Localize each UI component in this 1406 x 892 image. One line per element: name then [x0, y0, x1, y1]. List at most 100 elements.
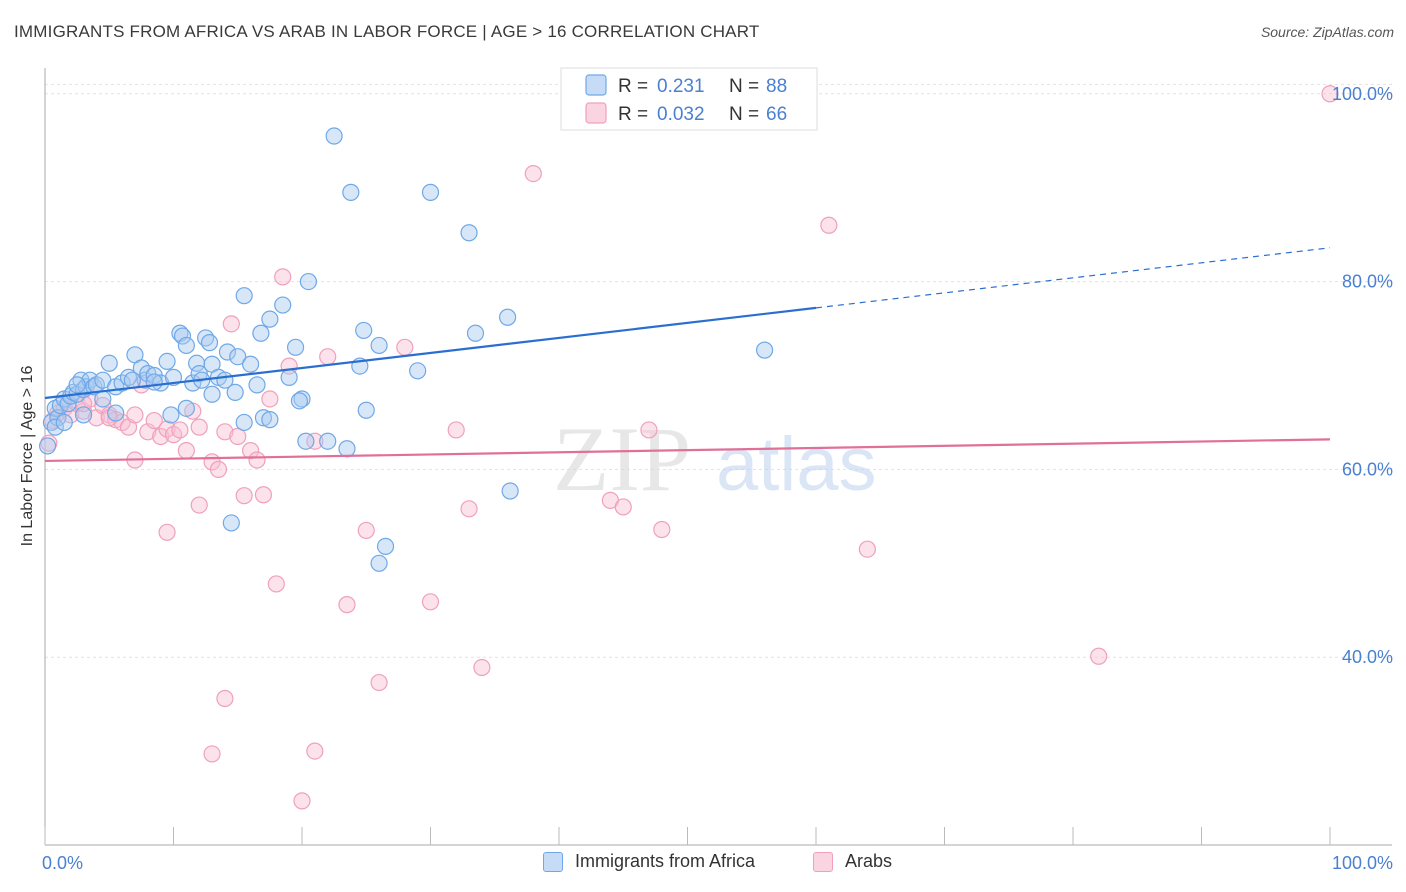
trend-lines	[44, 247, 1331, 463]
africa-point	[107, 404, 125, 422]
bottom-legend-label-africa: Immigrants from Africa	[575, 851, 756, 871]
arabs-point	[274, 268, 292, 286]
arabs-point	[614, 498, 632, 516]
africa-point	[261, 411, 279, 429]
arabs-point	[177, 442, 195, 460]
africa-point	[164, 368, 183, 386]
africa-point	[68, 376, 86, 394]
africa-point	[55, 413, 73, 432]
africa-point	[218, 343, 237, 361]
arabs-point	[190, 418, 208, 436]
y-tick-label: 40.0%	[1342, 647, 1393, 667]
arabs-point	[209, 460, 228, 478]
arabs-point	[524, 164, 542, 183]
arabs-point	[447, 421, 465, 439]
arabs-point	[640, 421, 658, 439]
watermark-zip: ZIP	[553, 408, 691, 510]
chart-title: IMMIGRANTS FROM AFRICA VS ARAB IN LABOR …	[14, 22, 760, 41]
africa-point	[286, 338, 305, 356]
arabs-point	[357, 521, 375, 540]
bottom-legend-item-africa[interactable]: Immigrants from Africa	[543, 851, 755, 872]
arabs-point	[370, 673, 388, 692]
bottom-legend-item-arabs[interactable]: Arabs	[813, 851, 892, 872]
arabs-trend-line	[44, 438, 1331, 463]
legend-box: R = 0.231 N = 88 R = 0.032 N = 66	[560, 67, 818, 131]
arabs-point	[242, 442, 260, 460]
arabs-point	[858, 540, 877, 558]
watermark: ZIP atlas	[553, 408, 877, 510]
africa-point	[94, 390, 112, 408]
africa-point	[501, 482, 519, 500]
arabs-point	[190, 496, 208, 514]
africa-point	[755, 341, 774, 359]
arabs-point	[248, 451, 266, 469]
africa-point	[158, 352, 176, 371]
bottom-legend: Immigrants from Africa Arabs	[0, 851, 1406, 877]
arabs-point	[267, 575, 285, 593]
x-tick-label: 0.0%	[42, 853, 83, 873]
arabs-point	[473, 658, 491, 677]
y-tick-label: 80.0%	[1342, 272, 1393, 292]
africa-point	[261, 310, 279, 328]
africa-point	[100, 354, 118, 372]
arabs-point	[421, 593, 440, 611]
arabs-point	[460, 500, 478, 518]
africa-points	[38, 127, 774, 572]
africa-point	[319, 432, 337, 450]
tick-labels: 100.0% 80.0% 60.0% 40.0% 0.0% 100.0%	[42, 84, 1393, 873]
legend-r-label: R =	[618, 76, 648, 97]
africa-point	[460, 224, 478, 242]
arabs-point	[203, 745, 221, 763]
africa-point	[123, 371, 141, 389]
arabs-point	[653, 520, 671, 539]
legend-n-value: 66	[766, 104, 787, 125]
africa-point	[370, 554, 388, 572]
africa-point	[203, 385, 221, 403]
africa-point	[466, 324, 485, 342]
bottom-legend-label-arabs: Arabs	[845, 851, 893, 871]
africa-point	[376, 537, 395, 555]
africa-point	[173, 327, 192, 345]
arabs-point	[216, 423, 234, 441]
arabs-point	[229, 427, 247, 446]
arabs-point	[254, 486, 273, 504]
arabs-point	[222, 315, 240, 333]
arabs-point	[1321, 85, 1339, 103]
africa-point	[200, 334, 219, 352]
africa-point	[342, 183, 360, 201]
africa-swatch	[543, 851, 563, 872]
arabs-point	[145, 411, 163, 430]
arabs-point	[171, 421, 189, 439]
africa-trend-line	[44, 306, 817, 400]
africa-point	[248, 376, 266, 394]
africa-point	[242, 355, 260, 373]
africa-point	[252, 324, 270, 342]
arabs-point	[261, 390, 279, 408]
arabs-point	[820, 216, 838, 234]
africa-point	[235, 413, 253, 432]
africa-point	[46, 418, 64, 436]
legend-swatch	[585, 102, 607, 124]
arabs-point	[158, 523, 176, 541]
legend-n-label: N =	[729, 76, 759, 97]
arabs-point	[40, 434, 58, 452]
africa-point	[355, 321, 373, 340]
africa-point	[235, 287, 253, 305]
africa-point	[338, 440, 356, 458]
africa-point	[274, 296, 292, 314]
arabs-point	[216, 689, 234, 708]
legend-r-label: R =	[618, 104, 648, 125]
source-label: Source: ZipAtlas.com	[1260, 24, 1394, 40]
africa-point	[370, 336, 388, 355]
africa-point	[222, 514, 240, 532]
arabs-point	[338, 596, 356, 614]
africa-point	[421, 183, 440, 201]
watermark-atlas: atlas	[716, 422, 877, 507]
africa-point	[297, 432, 315, 450]
africa-point	[177, 399, 195, 417]
arabs-swatch	[813, 851, 833, 872]
africa-point	[229, 348, 247, 366]
legend-n-value: 88	[766, 76, 787, 97]
arabs-point	[306, 432, 324, 450]
